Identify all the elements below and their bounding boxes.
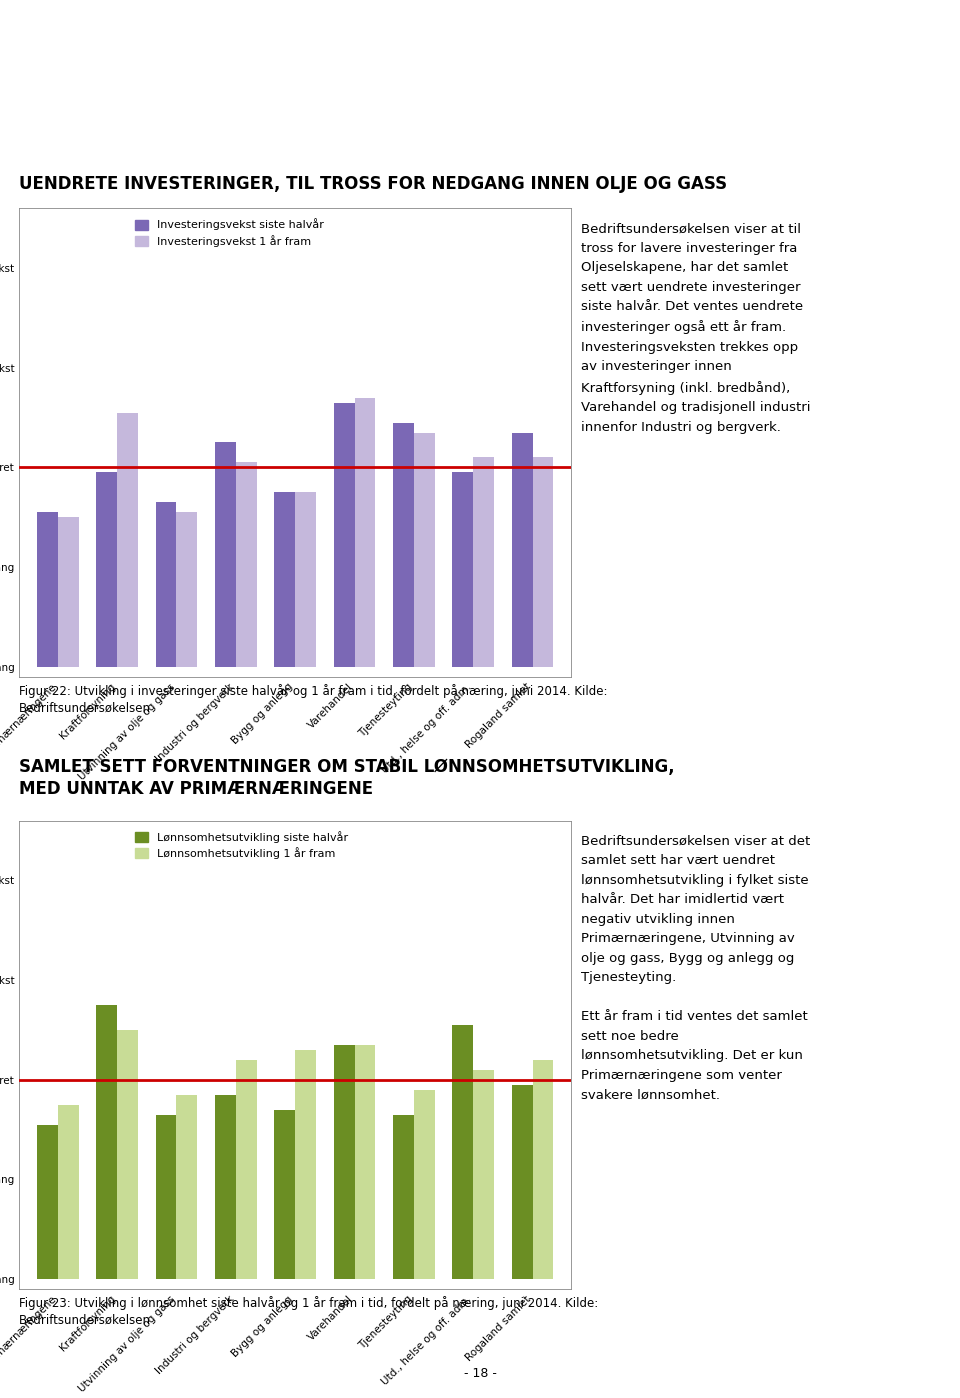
Bar bbox=[275, 1110, 295, 1279]
Bar bbox=[512, 1085, 533, 1279]
Text: - 18 -: - 18 - bbox=[464, 1367, 496, 1380]
Bar bbox=[354, 397, 375, 667]
Bar bbox=[512, 432, 533, 667]
Bar bbox=[58, 1104, 79, 1279]
Bar bbox=[394, 1114, 414, 1279]
Bar bbox=[394, 422, 414, 667]
Bar bbox=[37, 1124, 58, 1279]
Bar bbox=[295, 1050, 316, 1279]
Bar bbox=[117, 412, 138, 667]
Bar bbox=[58, 517, 79, 667]
Bar bbox=[452, 1025, 473, 1279]
Text: Bedriftsundersøkelsen viser at det
samlet sett har vært uendret
lønnsomhetsutvik: Bedriftsundersøkelsen viser at det samle… bbox=[581, 835, 810, 1102]
Bar bbox=[334, 403, 354, 667]
Text: Bedriftsundersøkelsen viser at til
tross for lavere investeringer fra
Oljeselska: Bedriftsundersøkelsen viser at til tross… bbox=[581, 222, 810, 433]
Bar bbox=[96, 1005, 117, 1279]
Bar bbox=[414, 1089, 435, 1279]
Bar bbox=[177, 1095, 197, 1279]
Bar bbox=[215, 442, 236, 667]
Bar bbox=[37, 512, 58, 667]
Bar bbox=[156, 502, 177, 667]
Bar bbox=[533, 1060, 553, 1279]
Bar bbox=[236, 1060, 256, 1279]
Bar bbox=[117, 1030, 138, 1279]
Bar bbox=[334, 1044, 354, 1279]
Bar bbox=[236, 463, 256, 667]
Bar bbox=[156, 1114, 177, 1279]
Bar bbox=[177, 512, 197, 667]
Text: SAMLET SETT FORVENTNINGER OM STABIL LØNNSOMHETSUTVIKLING,
MED UNNTAK AV PRIMÆRNÆ: SAMLET SETT FORVENTNINGER OM STABIL LØNN… bbox=[19, 758, 675, 798]
Text: Figur 23: Utvikling i lønnsomhet siste halvår og 1 år fram i tid, fordelt på nær: Figur 23: Utvikling i lønnsomhet siste h… bbox=[19, 1296, 598, 1327]
Legend: Investeringsvekst siste halvår, Investeringsvekst 1 år fram: Investeringsvekst siste halvår, Invester… bbox=[135, 218, 324, 247]
Bar bbox=[473, 1069, 494, 1279]
Bar bbox=[295, 492, 316, 667]
Bar bbox=[275, 492, 295, 667]
Bar bbox=[414, 432, 435, 667]
Bar bbox=[473, 457, 494, 667]
Legend: Lønnsomhetsutvikling siste halvår, Lønnsomhetsutvikling 1 år fram: Lønnsomhetsutvikling siste halvår, Lønns… bbox=[135, 830, 348, 860]
Bar bbox=[452, 473, 473, 667]
Text: Figur 22: Utvikling i investeringer siste halvår og 1 år fram i tid, fordelt på : Figur 22: Utvikling i investeringer sist… bbox=[19, 684, 608, 714]
Text: UENDRETE INVESTERINGER, TIL TROSS FOR NEDGANG INNEN OLJE OG GASS: UENDRETE INVESTERINGER, TIL TROSS FOR NE… bbox=[19, 175, 728, 193]
Bar bbox=[533, 457, 553, 667]
Bar bbox=[354, 1044, 375, 1279]
Bar bbox=[215, 1095, 236, 1279]
Bar bbox=[96, 473, 117, 667]
